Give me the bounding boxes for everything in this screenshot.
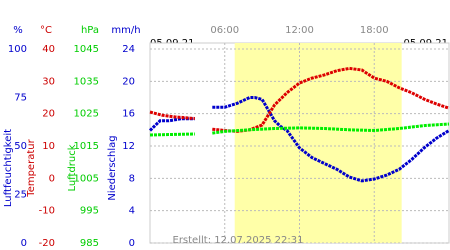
axis-unit: % — [13, 25, 23, 36]
axis-title: Luftdruck — [67, 144, 78, 191]
y-tick-label: 1045 — [74, 44, 99, 55]
y-tick-label: 1035 — [74, 76, 99, 87]
series-line — [148, 96, 450, 183]
y-tick-label: 1025 — [74, 109, 99, 120]
daylight — [234, 43, 402, 243]
axis-unit: hPa — [81, 25, 99, 36]
y-tick-label: 20 — [122, 76, 135, 87]
created-note: Erstellt: 12.07.2025 22:31 — [173, 235, 304, 246]
axis-title: Luftfeuchtigkeit — [3, 129, 14, 207]
y-tick-label: 100 — [8, 44, 27, 55]
y-tick-label: 24 — [122, 44, 135, 55]
y-tick-label: 0 — [21, 238, 27, 249]
axis-title: Niederschlag — [107, 135, 118, 200]
y-tick-label: 8 — [129, 173, 135, 184]
y-tick-label: 4 — [129, 206, 135, 217]
y-tick-label: 16 — [122, 109, 135, 120]
y-tick-label: 10 — [42, 141, 55, 152]
y-tick-label: 1015 — [74, 141, 99, 152]
x-tick-label: 18:00 — [360, 25, 389, 36]
y-tick-label: -10 — [39, 206, 55, 217]
axis-unit: °C — [40, 25, 52, 36]
y-tick-label: 1005 — [74, 173, 99, 184]
x-tick-label: 12:00 — [285, 25, 314, 36]
series-line — [149, 66, 450, 133]
y-tick-label: 25 — [14, 190, 27, 201]
y-tick-label: 0 — [129, 238, 135, 249]
y-tick-label: 0 — [49, 173, 55, 184]
y-tick-label: 30 — [42, 76, 55, 87]
y-tick-label: 75 — [14, 93, 27, 104]
y-tick-label: 985 — [80, 238, 99, 249]
y-tick-label: 995 — [80, 206, 99, 217]
y-tick-label: 12 — [122, 141, 135, 152]
series-line — [149, 122, 450, 137]
y-tick-label: 20 — [42, 109, 55, 120]
axis-unit: mm/h — [111, 25, 140, 36]
y-tick-label: -20 — [39, 238, 55, 249]
y-tick-label: 50 — [14, 141, 27, 152]
axis-title: Temperatur — [26, 138, 37, 197]
x-tick-label: 06:00 — [210, 25, 239, 36]
y-tick-label: 40 — [42, 44, 55, 55]
